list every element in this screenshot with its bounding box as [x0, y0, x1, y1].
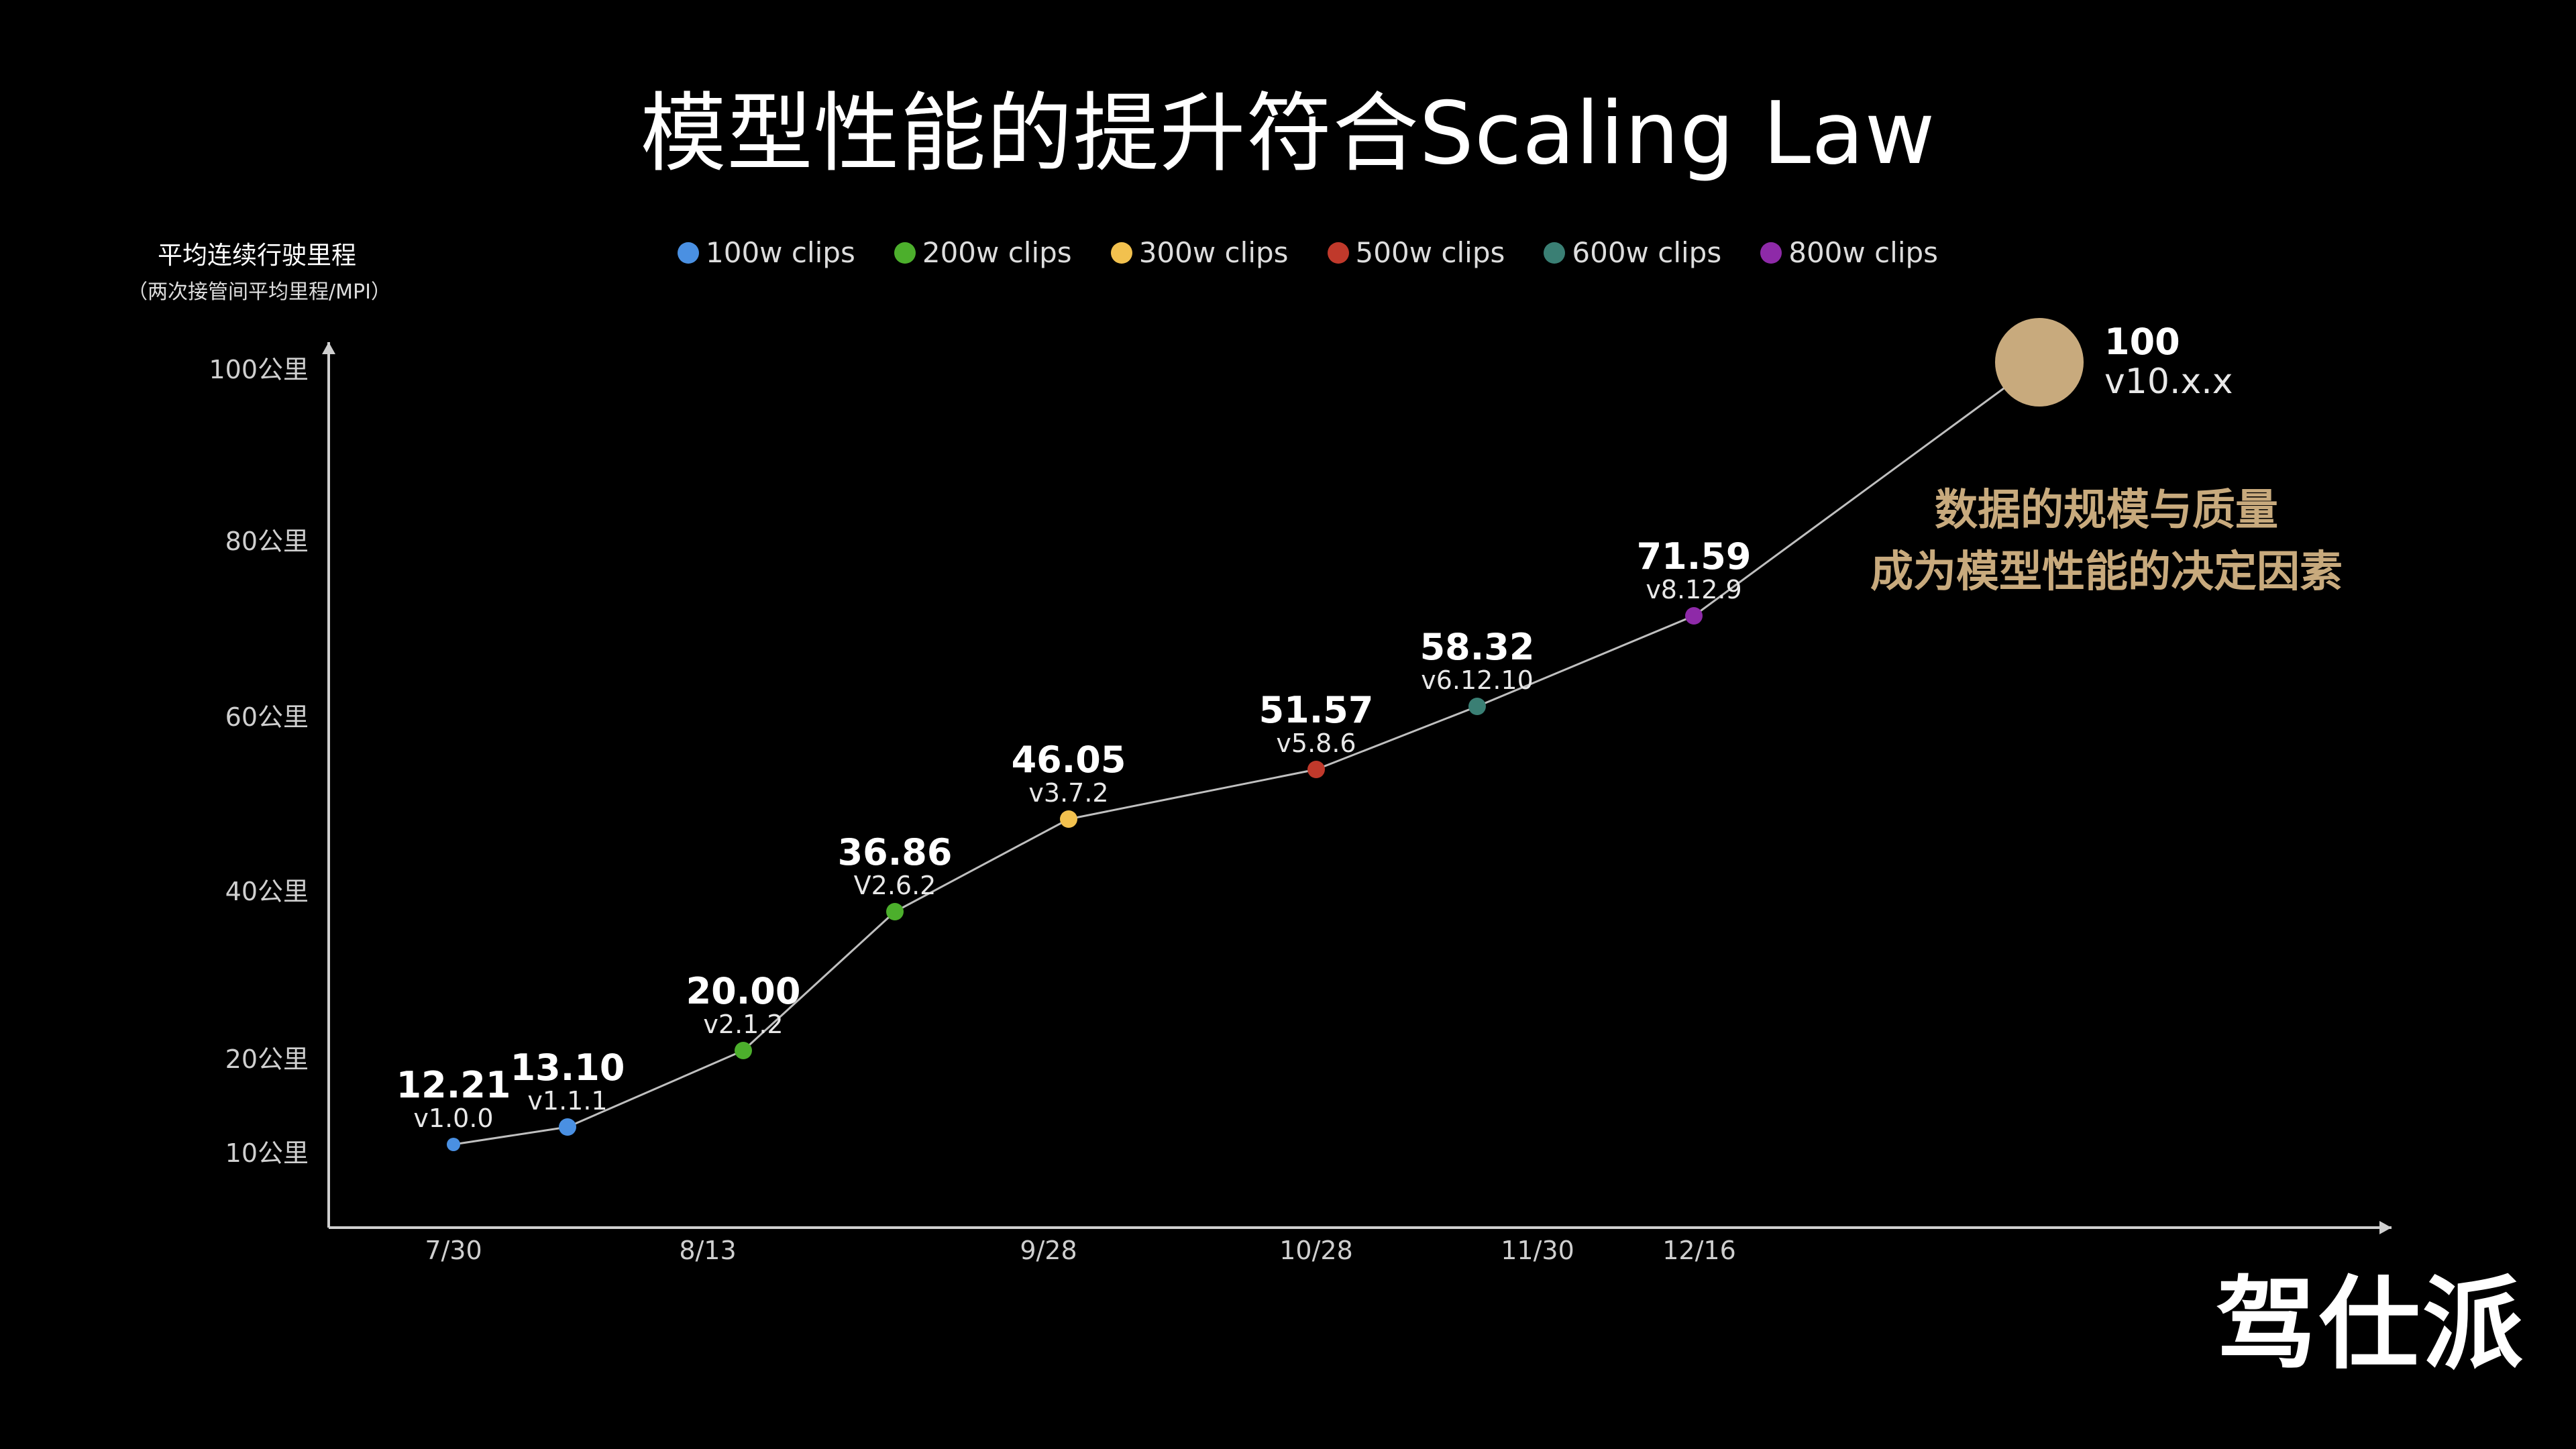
y-tick-label: 20公里 [225, 1044, 309, 1074]
annotation: 数据的规模与质量 成为模型性能的决定因素 [1838, 480, 2375, 603]
y-tick-label: 80公里 [225, 527, 309, 556]
legend-label: 600w clips [1572, 236, 1722, 269]
series-line [453, 361, 2040, 1146]
data-point [447, 1138, 460, 1151]
legend: 100w clips 200w clips 300w clips 500w clips… [678, 236, 1977, 269]
data-point [1468, 698, 1486, 715]
y-tick-label: 60公里 [225, 702, 309, 732]
legend-item: 200w clips [894, 236, 1072, 269]
legend-item: 300w clips [1110, 236, 1289, 269]
version-label: v6.12.10 [1421, 665, 1534, 695]
y-axis-label: 平均连续行驶里程 [158, 241, 356, 270]
chart-title: 模型性能的提升符合Scaling Law [640, 84, 1936, 184]
target-point [1995, 318, 2084, 407]
y-tick-label: 10公里 [225, 1138, 309, 1168]
legend-item: 600w clips [1544, 236, 1721, 269]
version-label: v8.12.9 [1646, 575, 1741, 604]
annotation-line-2: 成为模型性能的决定因素 [1870, 547, 2343, 597]
legend-dot [1760, 241, 1782, 264]
annotation-line-1: 数据的规模与质量 [1935, 486, 2278, 535]
legend-dot [1544, 241, 1566, 264]
legend-dot [1110, 241, 1132, 264]
version-label: v10.x.x [2104, 362, 2233, 402]
data-point [559, 1118, 576, 1136]
data-label: 100 [2104, 321, 2180, 363]
y-tick-label: 40公里 [225, 877, 309, 906]
data-label: 36.86 [838, 831, 953, 873]
legend-label: 300w clips [1138, 236, 1289, 269]
data-label: 51.57 [1259, 689, 1374, 731]
x-tick-label: 9/28 [1020, 1236, 1077, 1265]
x-tick-label: 12/16 [1662, 1236, 1736, 1265]
data-label: 46.05 [1012, 739, 1126, 781]
y-axis-sublabel: （两次接管间平均里程/MPI） [127, 280, 391, 304]
data-label: 71.59 [1637, 535, 1752, 578]
data-point [1060, 810, 1077, 828]
legend-item: 800w clips [1760, 236, 1938, 269]
data-label: 13.10 [511, 1046, 625, 1089]
x-tick-label: 11/30 [1501, 1236, 1574, 1265]
x-tick-label: 8/13 [679, 1236, 736, 1265]
x-tick-label: 10/28 [1279, 1236, 1353, 1265]
y-axis-arrow [322, 342, 335, 354]
data-point [1685, 607, 1703, 625]
data-point [735, 1042, 752, 1059]
data-label: 20.00 [686, 970, 801, 1012]
x-tick-label: 7/30 [425, 1236, 482, 1265]
version-label: V2.6.2 [854, 871, 936, 900]
legend-item: 100w clips [678, 236, 855, 269]
version-label: v1.0.0 [413, 1104, 493, 1133]
legend-label: 200w clips [922, 236, 1072, 269]
legend-dot [678, 241, 699, 264]
version-label: v5.8.6 [1276, 729, 1356, 758]
brand-logo: 驾仕派 [2215, 1267, 2526, 1383]
legend-dot [1327, 241, 1349, 264]
data-point [886, 903, 904, 920]
x-axis-arrow [2379, 1221, 2392, 1234]
legend-dot [894, 241, 916, 264]
legend-label: 500w clips [1355, 236, 1505, 269]
data-label: 58.32 [1420, 626, 1535, 668]
data-point [1307, 761, 1325, 778]
y-tick-label: 100公里 [209, 355, 309, 384]
data-label: 12.21 [396, 1064, 511, 1106]
legend-label: 800w clips [1788, 236, 1939, 269]
legend-label: 100w clips [706, 236, 855, 269]
version-label: v1.1.1 [527, 1086, 607, 1116]
legend-item: 500w clips [1327, 236, 1505, 269]
version-label: v3.7.2 [1028, 778, 1108, 808]
version-label: v2.1.2 [703, 1010, 783, 1039]
